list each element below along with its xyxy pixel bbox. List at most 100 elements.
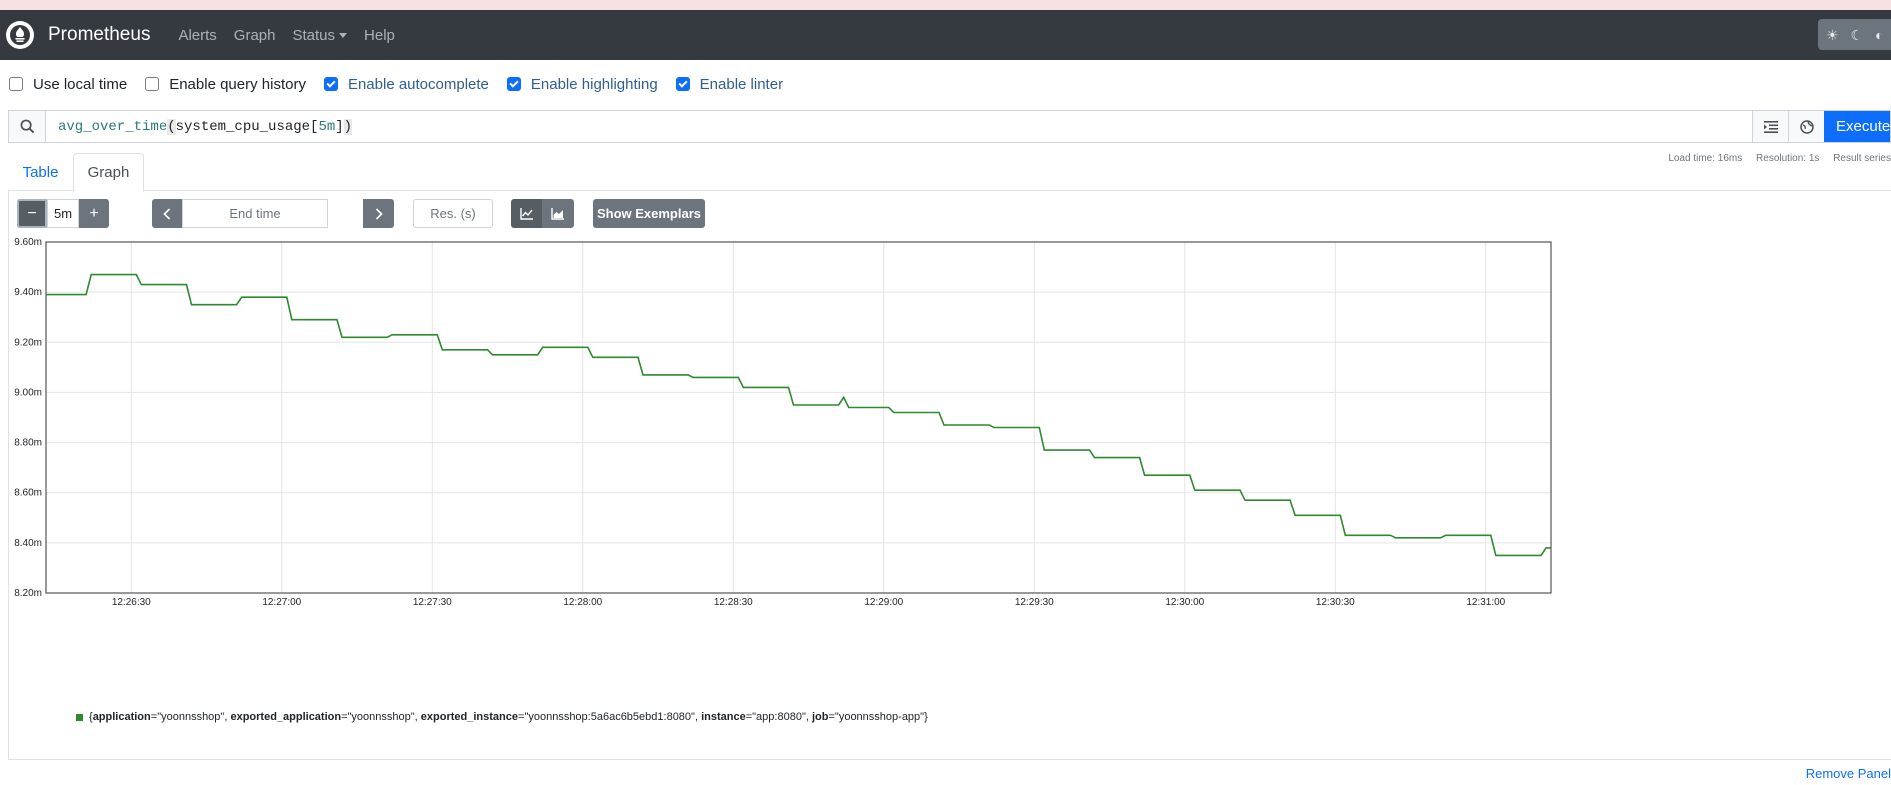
y-tick-label: 9.00m <box>14 387 42 398</box>
later-time-button[interactable] <box>363 199 394 228</box>
chevron-down-icon <box>339 32 348 38</box>
top-banner-strip <box>0 0 1891 10</box>
option-label: Enable query history <box>169 75 306 93</box>
query-options: Use local time Enable query history Enab… <box>0 60 1891 108</box>
query-stats: Load time: 16ms Resolution: 1s Result se… <box>1657 153 1891 164</box>
nav-status-label: Status <box>292 26 336 44</box>
x-tick-label: 12:28:00 <box>563 597 602 608</box>
x-tick-label: 12:31:00 <box>1466 597 1505 608</box>
x-tick-label: 12:27:30 <box>413 597 452 608</box>
nav-help[interactable]: Help <box>364 26 395 44</box>
option-label: Use local time <box>33 75 128 93</box>
option-label: Enable linter <box>699 75 784 93</box>
graph-panel: − 5m + End time Res. (s) Show Exemplars … <box>8 191 1891 760</box>
series-line <box>46 273 1551 557</box>
theme-switcher: ☀ ☾ ◐ <box>1818 19 1891 50</box>
y-tick-label: 8.20m <box>14 588 42 599</box>
unstacked-chart-button[interactable] <box>511 199 542 228</box>
legend-key: instance <box>701 711 746 723</box>
option-label: Enable autocomplete <box>347 75 489 93</box>
x-tick-label: 12:30:30 <box>1316 597 1355 608</box>
legend-key: exported_application <box>230 711 342 723</box>
line-chart-icon <box>519 207 533 220</box>
indent-icon <box>1763 120 1778 133</box>
nav-graph[interactable]: Graph <box>233 26 276 44</box>
y-tick-label: 9.20m <box>14 337 42 348</box>
plot-frame <box>45 241 1552 594</box>
query-range: 5m <box>318 118 336 135</box>
option-highlighting[interactable]: Enable highlighting <box>506 75 658 93</box>
y-tick-label: 8.80m <box>14 438 42 449</box>
x-tick-label: 12:30:00 <box>1165 597 1204 608</box>
result-series: Result series <box>1833 153 1891 164</box>
option-autocomplete[interactable]: Enable autocomplete <box>323 75 489 93</box>
query-function: avg_over_time <box>58 118 168 135</box>
legend-value: "yoonnsshop" <box>157 711 225 723</box>
stacked-chart-button[interactable] <box>542 199 574 228</box>
legend-label: {application="yoonnsshop", exported_appl… <box>89 711 928 723</box>
checkbox-autocomplete[interactable] <box>323 77 338 91</box>
y-tick-label: 9.60m <box>14 237 42 248</box>
metrics-explorer-button[interactable] <box>1788 111 1824 142</box>
sun-icon[interactable]: ☀ <box>1826 26 1839 43</box>
moon-icon[interactable]: ☾ <box>1850 26 1864 43</box>
decrease-range-button[interactable]: − <box>17 199 47 228</box>
increase-range-button[interactable]: + <box>79 199 109 228</box>
option-linter[interactable]: Enable linter <box>675 75 784 93</box>
legend-value: "app:8080" <box>752 711 806 723</box>
legend-swatch <box>76 713 83 721</box>
query-bracket-close: ] <box>335 118 344 135</box>
x-tick-label: 12:27:00 <box>262 597 301 608</box>
legend-key: job <box>811 711 829 723</box>
query-paren-close: ) <box>343 118 353 135</box>
remove-panel-link[interactable]: Remove Panel <box>1805 766 1891 781</box>
x-tick-label: 12:26:30 <box>112 597 151 608</box>
execute-button[interactable]: Execute <box>1824 111 1890 142</box>
option-use-local-time[interactable]: Use local time <box>9 76 127 93</box>
x-tick-label: 12:29:30 <box>1015 597 1054 608</box>
resolution-input[interactable]: Res. (s) <box>413 199 493 228</box>
earlier-time-button[interactable] <box>152 199 182 228</box>
option-label: Enable highlighting <box>530 75 658 93</box>
range-input[interactable]: 5m <box>47 199 79 228</box>
checkbox-query-history[interactable] <box>145 77 160 91</box>
expression-input[interactable]: avg_over_time(system_cpu_usage[5m]) <box>46 111 1752 142</box>
graph-controls: − 5m + End time Res. (s) Show Exemplars <box>17 199 1017 228</box>
brand-title[interactable]: Prometheus <box>48 24 151 45</box>
x-tick-label: 12:29:00 <box>864 597 903 608</box>
legend-key: exported_instance <box>420 711 518 723</box>
globe-icon <box>1799 119 1814 134</box>
legend-key: application <box>92 711 151 723</box>
auto-theme-icon[interactable]: ◐ <box>1875 26 1884 43</box>
format-expression-button[interactable] <box>1752 111 1788 142</box>
navbar: Prometheus Alerts Graph Status Help ☀ ☾ … <box>0 10 1891 60</box>
y-tick-label: 8.40m <box>14 538 42 549</box>
checkbox-use-local-time[interactable] <box>9 77 23 91</box>
end-time-placeholder: End time <box>229 206 281 221</box>
series-legend[interactable]: {application="yoonnsshop", exported_appl… <box>76 711 928 723</box>
chevron-left-icon <box>163 207 171 220</box>
legend-value: "yoonnsshop-app" <box>834 711 925 723</box>
resolution: Resolution: 1s <box>1756 153 1820 164</box>
query-bar: avg_over_time(system_cpu_usage[5m]) Exec… <box>8 110 1891 143</box>
checkbox-linter[interactable] <box>675 77 690 91</box>
chevron-right-icon <box>375 207 383 220</box>
resolution-placeholder: Res. (s) <box>430 206 476 221</box>
query-bracket: [ <box>310 118 319 135</box>
checkbox-highlighting[interactable] <box>506 77 521 91</box>
nav-alerts[interactable]: Alerts <box>178 26 217 44</box>
area-chart-icon <box>551 207 564 220</box>
end-time-input[interactable]: End time <box>182 199 328 228</box>
query-paren: ( <box>167 118 176 135</box>
show-exemplars-button[interactable]: Show Exemplars <box>593 199 705 228</box>
graph-chart: 9.60m 9.40m 9.20m 9.00m 8.80m 8.60m 8.40m 8.20m… <box>14 237 1552 608</box>
legend-value: "yoonnsshop:5a6ac6b5ebd1:8080" <box>524 711 695 723</box>
tab-graph[interactable]: Graph <box>73 153 144 192</box>
nav-status[interactable]: Status <box>293 27 348 44</box>
tab-table[interactable]: Table <box>22 163 59 181</box>
load-time: Load time: 16ms <box>1668 153 1743 164</box>
prometheus-logo-icon[interactable] <box>6 21 34 49</box>
legend-value: "yoonnsshop" <box>347 711 415 723</box>
option-query-history[interactable]: Enable query history <box>145 76 306 93</box>
y-tick-label: 9.40m <box>14 287 42 298</box>
